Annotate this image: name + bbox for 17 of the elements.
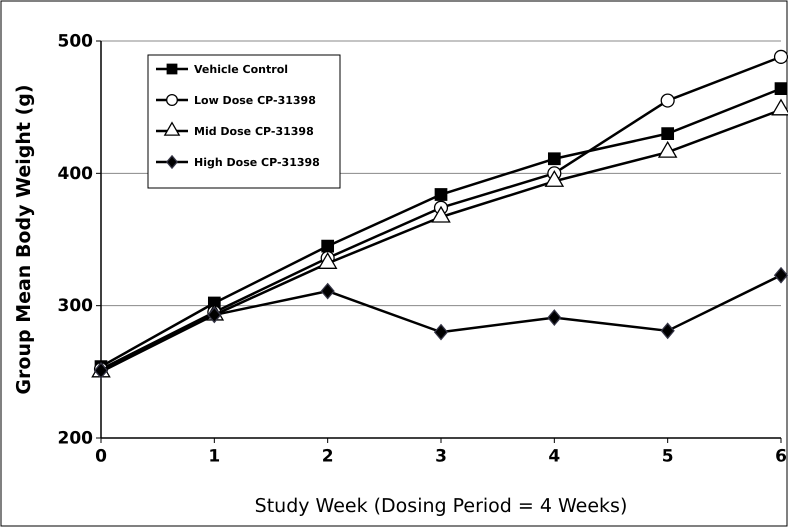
x-tick-label: 6	[775, 446, 787, 466]
y-tick-label: 300	[58, 296, 94, 316]
x-tick-label: 4	[548, 446, 560, 466]
x-tick-label: 1	[208, 446, 220, 466]
legend-label: Low Dose CP-31398	[194, 94, 316, 107]
x-axis-title: Study Week (Dosing Period = 4 Weeks)	[254, 495, 628, 517]
y-tick-label: 500	[58, 31, 94, 52]
y-tick-label: 200	[58, 428, 94, 448]
legend-label: High Dose CP-31398	[194, 156, 320, 169]
x-tick-label: 0	[95, 446, 108, 466]
x-tick-label: 3	[435, 446, 447, 466]
legend-label: Mid Dose CP-31398	[194, 125, 314, 138]
y-axis-title: Group Mean Body Weight (g)	[13, 84, 35, 395]
legend-label: Vehicle Control	[194, 63, 288, 76]
x-tick-label: 5	[662, 446, 674, 466]
y-tick-label: 400	[58, 164, 94, 184]
x-tick-label: 2	[322, 446, 334, 466]
